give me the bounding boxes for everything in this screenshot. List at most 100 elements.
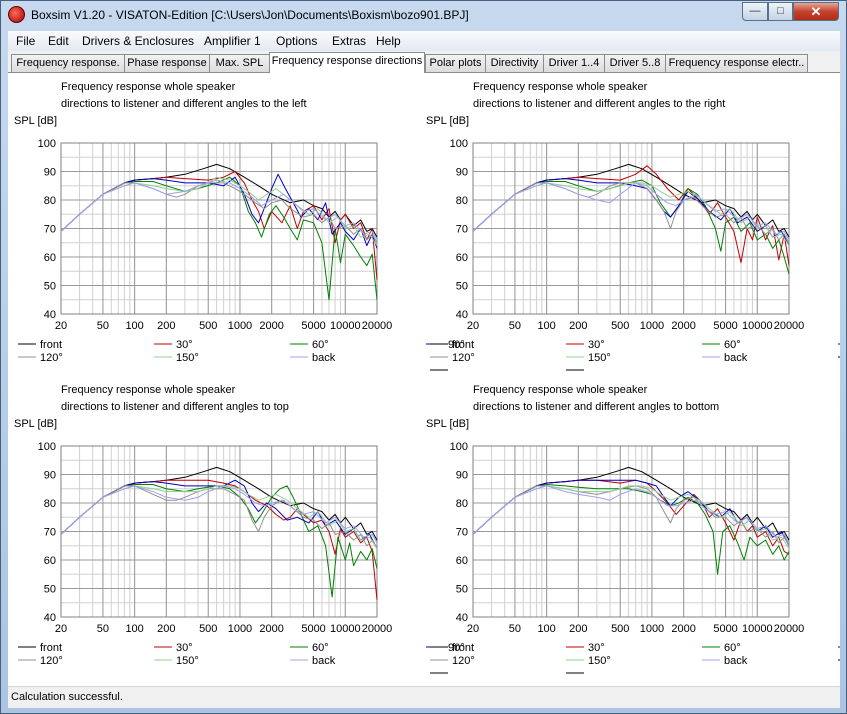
x-tick-label: 2000 bbox=[259, 320, 283, 332]
series-line bbox=[472, 165, 790, 266]
app-logo-icon[interactable] bbox=[8, 6, 25, 23]
y-tick-label: 100 bbox=[450, 441, 468, 453]
series-line bbox=[472, 485, 790, 549]
x-tick-label: 500 bbox=[611, 623, 629, 635]
x-tick-label: 20 bbox=[467, 623, 479, 635]
chart: Frequency response whole speaker directio… bbox=[14, 384, 465, 667]
maximize-button[interactable]: □ bbox=[768, 2, 793, 21]
tab-bar: Frequency response. Phase response Max. … bbox=[8, 52, 840, 73]
x-tick-label: 50 bbox=[509, 320, 521, 332]
x-tick-label: 10000 bbox=[742, 623, 773, 635]
legend-label: 150° bbox=[176, 352, 199, 364]
x-tick-label: 500 bbox=[199, 623, 217, 635]
chart-subtitle: directions to listener and different ang… bbox=[473, 98, 725, 110]
legend-label: back bbox=[724, 655, 748, 667]
y-tick-label: 80 bbox=[44, 195, 56, 207]
legend-label: 30° bbox=[588, 339, 605, 351]
y-tick-label: 60 bbox=[44, 555, 56, 567]
series-line bbox=[60, 479, 378, 600]
tab-phase-response[interactable]: Phase response bbox=[124, 54, 210, 72]
x-tick-label: 20000 bbox=[362, 320, 393, 332]
y-tick-label: 40 bbox=[456, 612, 468, 624]
series-line bbox=[60, 173, 378, 249]
menu-drivers-enclosures[interactable]: Drivers & Enclosures bbox=[82, 34, 195, 48]
chart-subtitle: directions to listener and different ang… bbox=[473, 401, 719, 413]
plot-border bbox=[60, 142, 378, 315]
chart-title: Frequency response whole speaker bbox=[473, 81, 648, 93]
close-button[interactable]: ✕ bbox=[793, 2, 839, 21]
legend-label: 60° bbox=[724, 339, 741, 351]
legend-label: back bbox=[312, 352, 336, 364]
x-tick-label: 1000 bbox=[640, 623, 664, 635]
menu-file[interactable]: File bbox=[16, 34, 36, 48]
legend-label: front bbox=[40, 642, 62, 654]
menu-options[interactable]: Options bbox=[276, 34, 318, 48]
legend-label: 120° bbox=[40, 655, 63, 667]
legend-label: 120° bbox=[452, 655, 475, 667]
tab-frequency-response-directions[interactable]: Frequency response directions bbox=[269, 52, 425, 73]
series-line bbox=[472, 182, 790, 246]
tab-driver-5-8[interactable]: Driver 5..8 bbox=[604, 54, 666, 72]
chart-title: Frequency response whole speaker bbox=[61, 81, 236, 93]
charts-canvas: Frequency response whole speaker directio… bbox=[14, 81, 847, 674]
series-line bbox=[60, 176, 378, 301]
tab-frequency-response[interactable]: Frequency response. bbox=[11, 54, 125, 72]
menu-amplifier[interactable]: Amplifier 1 bbox=[204, 34, 261, 48]
tab-max-spl[interactable]: Max. SPL bbox=[209, 54, 270, 72]
x-tick-label: 2000 bbox=[671, 320, 695, 332]
chart: Frequency response whole speaker directio… bbox=[14, 81, 465, 364]
legend-label: 30° bbox=[588, 642, 605, 654]
minimize-button[interactable]: — bbox=[742, 2, 768, 21]
title-bar[interactable]: Boxsim V1.20 - VISATON-Edition [C:\Users… bbox=[1, 1, 846, 30]
y-tick-label: 70 bbox=[456, 224, 468, 236]
legend-label: 60° bbox=[312, 642, 329, 654]
x-tick-label: 5000 bbox=[713, 623, 737, 635]
series-line bbox=[472, 466, 790, 541]
legend-label: 120° bbox=[452, 352, 475, 364]
x-tick-label: 100 bbox=[125, 623, 143, 635]
x-tick-label: 20 bbox=[55, 320, 67, 332]
y-tick-label: 40 bbox=[44, 309, 56, 321]
tab-driver-1-4[interactable]: Driver 1..4 bbox=[543, 54, 605, 72]
y-tick-label: 100 bbox=[450, 138, 468, 150]
legend-label: 150° bbox=[588, 655, 611, 667]
y-tick-label: 80 bbox=[44, 498, 56, 510]
x-tick-label: 200 bbox=[157, 623, 175, 635]
legend-label: 150° bbox=[176, 655, 199, 667]
y-tick-label: 90 bbox=[456, 470, 468, 482]
series-line bbox=[472, 178, 790, 246]
chart: Frequency response whole speaker directio… bbox=[426, 81, 847, 371]
y-tick-label: 80 bbox=[456, 195, 468, 207]
menu-extras[interactable]: Extras bbox=[332, 34, 367, 48]
tab-directivity[interactable]: Directivity bbox=[485, 54, 544, 72]
status-bar: Calculation successful. bbox=[8, 686, 840, 708]
y-tick-label: 80 bbox=[456, 498, 468, 510]
menu-edit[interactable]: Edit bbox=[48, 34, 69, 48]
x-tick-label: 20 bbox=[55, 623, 67, 635]
y-axis-label: SPL [dB] bbox=[14, 115, 57, 127]
legend-label: 150° bbox=[588, 352, 611, 364]
x-tick-label: 5000 bbox=[301, 320, 325, 332]
menu-help[interactable]: Help bbox=[376, 34, 401, 48]
x-tick-label: 10000 bbox=[330, 320, 361, 332]
tab-polar-plots[interactable]: Polar plots bbox=[425, 54, 486, 72]
plot-border bbox=[472, 142, 790, 315]
y-tick-label: 50 bbox=[456, 584, 468, 596]
y-tick-label: 50 bbox=[44, 584, 56, 596]
series-line bbox=[472, 163, 790, 238]
series-line bbox=[60, 466, 378, 541]
legend-label: 60° bbox=[312, 339, 329, 351]
series-line bbox=[60, 176, 378, 246]
y-tick-label: 100 bbox=[38, 441, 56, 453]
x-tick-label: 20000 bbox=[774, 320, 805, 332]
y-tick-label: 40 bbox=[456, 309, 468, 321]
plot-border bbox=[472, 445, 790, 618]
y-tick-label: 60 bbox=[44, 252, 56, 264]
x-tick-label: 50 bbox=[97, 623, 109, 635]
client-area: File Edit Drivers & Enclosures Amplifier… bbox=[8, 31, 847, 708]
tab-frequency-response-electrical[interactable]: Frequency response electr.. bbox=[665, 54, 808, 72]
y-axis-label: SPL [dB] bbox=[426, 115, 469, 127]
chart-title: Frequency response whole speaker bbox=[61, 384, 236, 396]
chart: Frequency response whole speaker directio… bbox=[426, 384, 847, 674]
x-tick-label: 10000 bbox=[330, 623, 361, 635]
